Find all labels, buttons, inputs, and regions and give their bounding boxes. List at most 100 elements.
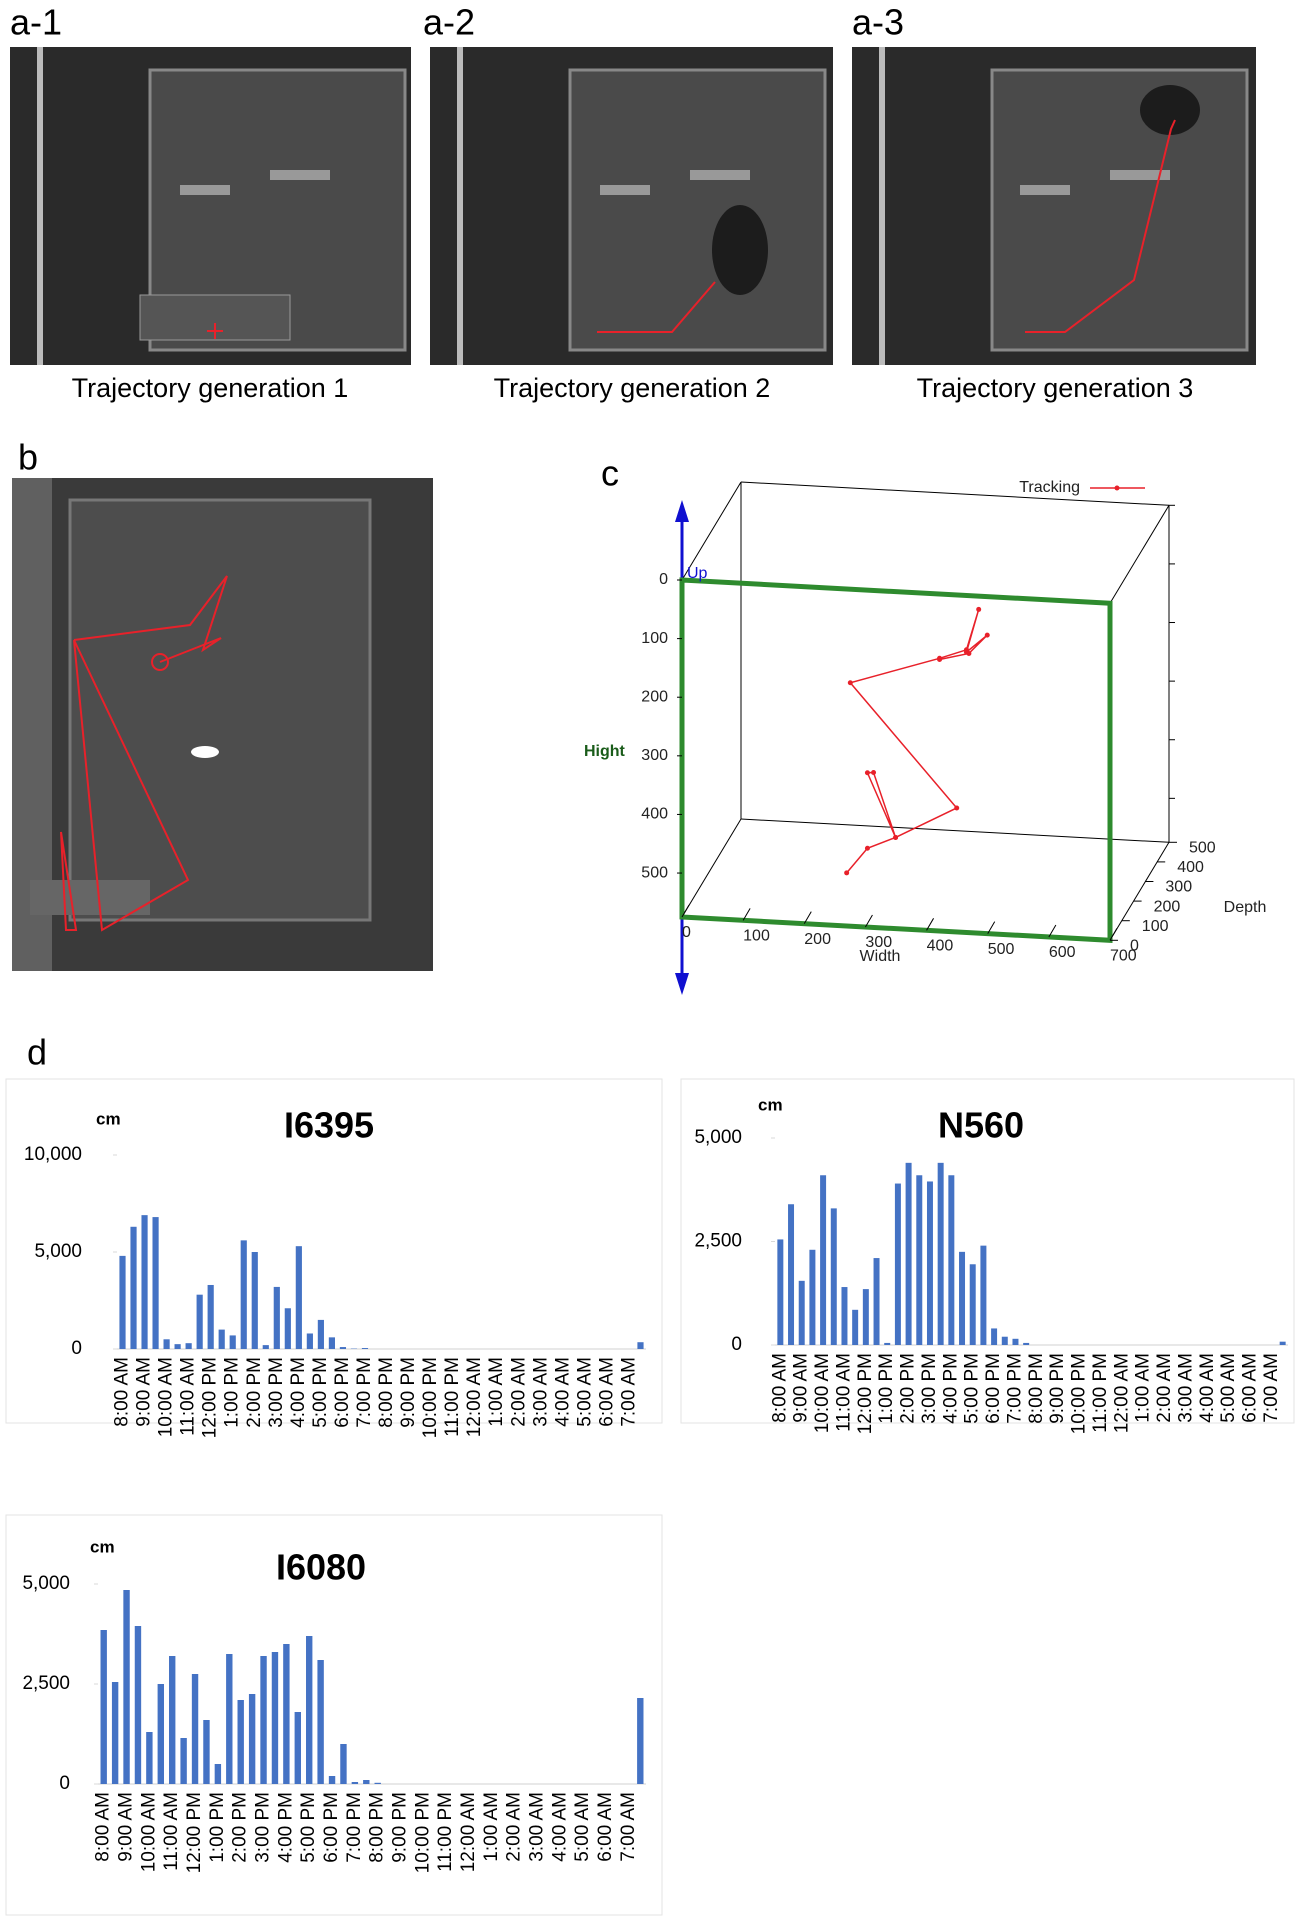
bar (273, 1286, 280, 1349)
x-tick-label: 600 (1049, 944, 1076, 961)
x-tick-label: 3:00 AM (1175, 1353, 1196, 1423)
bar (119, 1255, 126, 1349)
y-tick-label: 0 (731, 1334, 742, 1355)
trajectory-point (847, 680, 853, 686)
x-tick (742, 908, 751, 921)
bar (191, 1674, 199, 1784)
z-tick-label: 0 (1130, 938, 1139, 955)
panel-label: a-2 (423, 2, 475, 43)
x-tick-label: 8:00 PM (376, 1357, 397, 1428)
bar (884, 1342, 891, 1345)
x-tick-label: 11:00 AM (833, 1353, 854, 1432)
bar (229, 1335, 236, 1349)
y-tick-label: 300 (641, 747, 668, 764)
panel-label: c (601, 453, 619, 494)
x-tick-label: 6:00 PM (321, 1792, 342, 1863)
bar (317, 1660, 324, 1784)
x-tick-label: 12:00 AM (464, 1357, 485, 1437)
front-face (679, 577, 1113, 943)
x-tick-label: 4:00 AM (552, 1357, 573, 1427)
trajectory-point (864, 845, 870, 851)
x-tick-label: 0 (682, 924, 691, 941)
x-tick-label: 6:00 AM (1240, 1353, 1261, 1423)
z-axis-title: Depth (1224, 899, 1267, 916)
photo-a1 (10, 47, 411, 365)
x-tick-label: 5:00 AM (574, 1357, 595, 1427)
bar (374, 1782, 381, 1784)
bar (841, 1287, 848, 1345)
panel-label: a-3 (852, 2, 904, 43)
x-tick-label: 3:00 AM (527, 1792, 548, 1862)
x-tick-label: 3:00 PM (919, 1353, 940, 1424)
x-tick-label: 6:00 AM (596, 1357, 617, 1427)
x-tick-label: 8:00 AM (93, 1792, 114, 1862)
x-tick-label: 8:00 AM (769, 1353, 790, 1423)
x-tick-label: 1:00 PM (876, 1353, 897, 1424)
bar (926, 1181, 933, 1345)
bar (130, 1226, 137, 1349)
y-tick-label: 2,500 (22, 1673, 70, 1694)
bar (852, 1309, 859, 1345)
box-edge (740, 481, 1170, 506)
y-tick-label: 0 (659, 571, 668, 588)
x-tick-label: 8:00 AM (112, 1357, 133, 1427)
x-tick-label: 2:00 PM (898, 1353, 919, 1424)
x-tick-label: 1:00 PM (222, 1357, 243, 1428)
bar (340, 1744, 347, 1784)
x-tick-label: 2:00 PM (230, 1792, 251, 1863)
x-tick-label: 3:00 PM (266, 1357, 287, 1428)
bar (959, 1251, 966, 1345)
x-tick-label: 5:00 AM (1218, 1353, 1239, 1423)
box-edge (681, 818, 742, 918)
bar (328, 1337, 335, 1349)
unit-label: cm (758, 1095, 783, 1114)
x-tick-label: 11:00 AM (178, 1357, 199, 1436)
trajectory-point (966, 650, 972, 656)
x-tick-label: 1:00 AM (486, 1357, 507, 1427)
y-tick-label: 200 (641, 688, 668, 705)
bar (218, 1329, 225, 1349)
x-tick (1048, 924, 1057, 938)
chart-frame (5, 1514, 663, 1916)
x-tick-label: 400 (927, 938, 954, 955)
x-tick (803, 911, 812, 924)
bar (226, 1654, 233, 1784)
trajectory-point (954, 805, 960, 811)
bar (1023, 1342, 1030, 1345)
x-tick-label: 1:00 AM (481, 1792, 502, 1862)
chart-title: I6080 (276, 1547, 366, 1588)
bar (339, 1347, 347, 1349)
bar (948, 1175, 955, 1345)
x-tick-label: 100 (743, 928, 770, 945)
bar (284, 1308, 291, 1349)
bar (294, 1712, 301, 1784)
caption: Trajectory generation 2 (494, 373, 771, 403)
x-tick-label: 5:00 PM (298, 1792, 319, 1863)
bar (991, 1328, 998, 1345)
photo-a2 (430, 47, 833, 365)
bar (788, 1204, 795, 1345)
y-tick-label: 500 (641, 864, 668, 881)
bar (283, 1644, 290, 1784)
z-tick-label: 100 (1142, 918, 1169, 935)
x-tick-label: 7:00 AM (618, 1792, 639, 1862)
bar (157, 1684, 164, 1784)
z-tick-label: 200 (1154, 898, 1181, 915)
bar (214, 1764, 222, 1784)
y-tick-label: 0 (59, 1773, 70, 1794)
legend-dot (1114, 485, 1120, 491)
caption: Trajectory generation 3 (917, 373, 1194, 403)
y-axis-title: Hight (584, 743, 626, 760)
x-tick-label: 12:00 PM (855, 1353, 876, 1434)
x-tick-label: 7:00 PM (344, 1792, 365, 1863)
x-tick-label: 10:00 PM (420, 1357, 441, 1438)
x-tick-label: 1:00 PM (207, 1792, 228, 1863)
x-tick-label: 10:00 AM (812, 1353, 833, 1433)
x-tick-label: 4:00 PM (275, 1792, 296, 1863)
bar (969, 1264, 976, 1345)
box-edge (740, 818, 1170, 843)
x-tick-label: 9:00 PM (390, 1792, 411, 1863)
bar (361, 1348, 369, 1349)
unit-label: cm (90, 1537, 115, 1556)
trajectory-point (893, 834, 899, 840)
